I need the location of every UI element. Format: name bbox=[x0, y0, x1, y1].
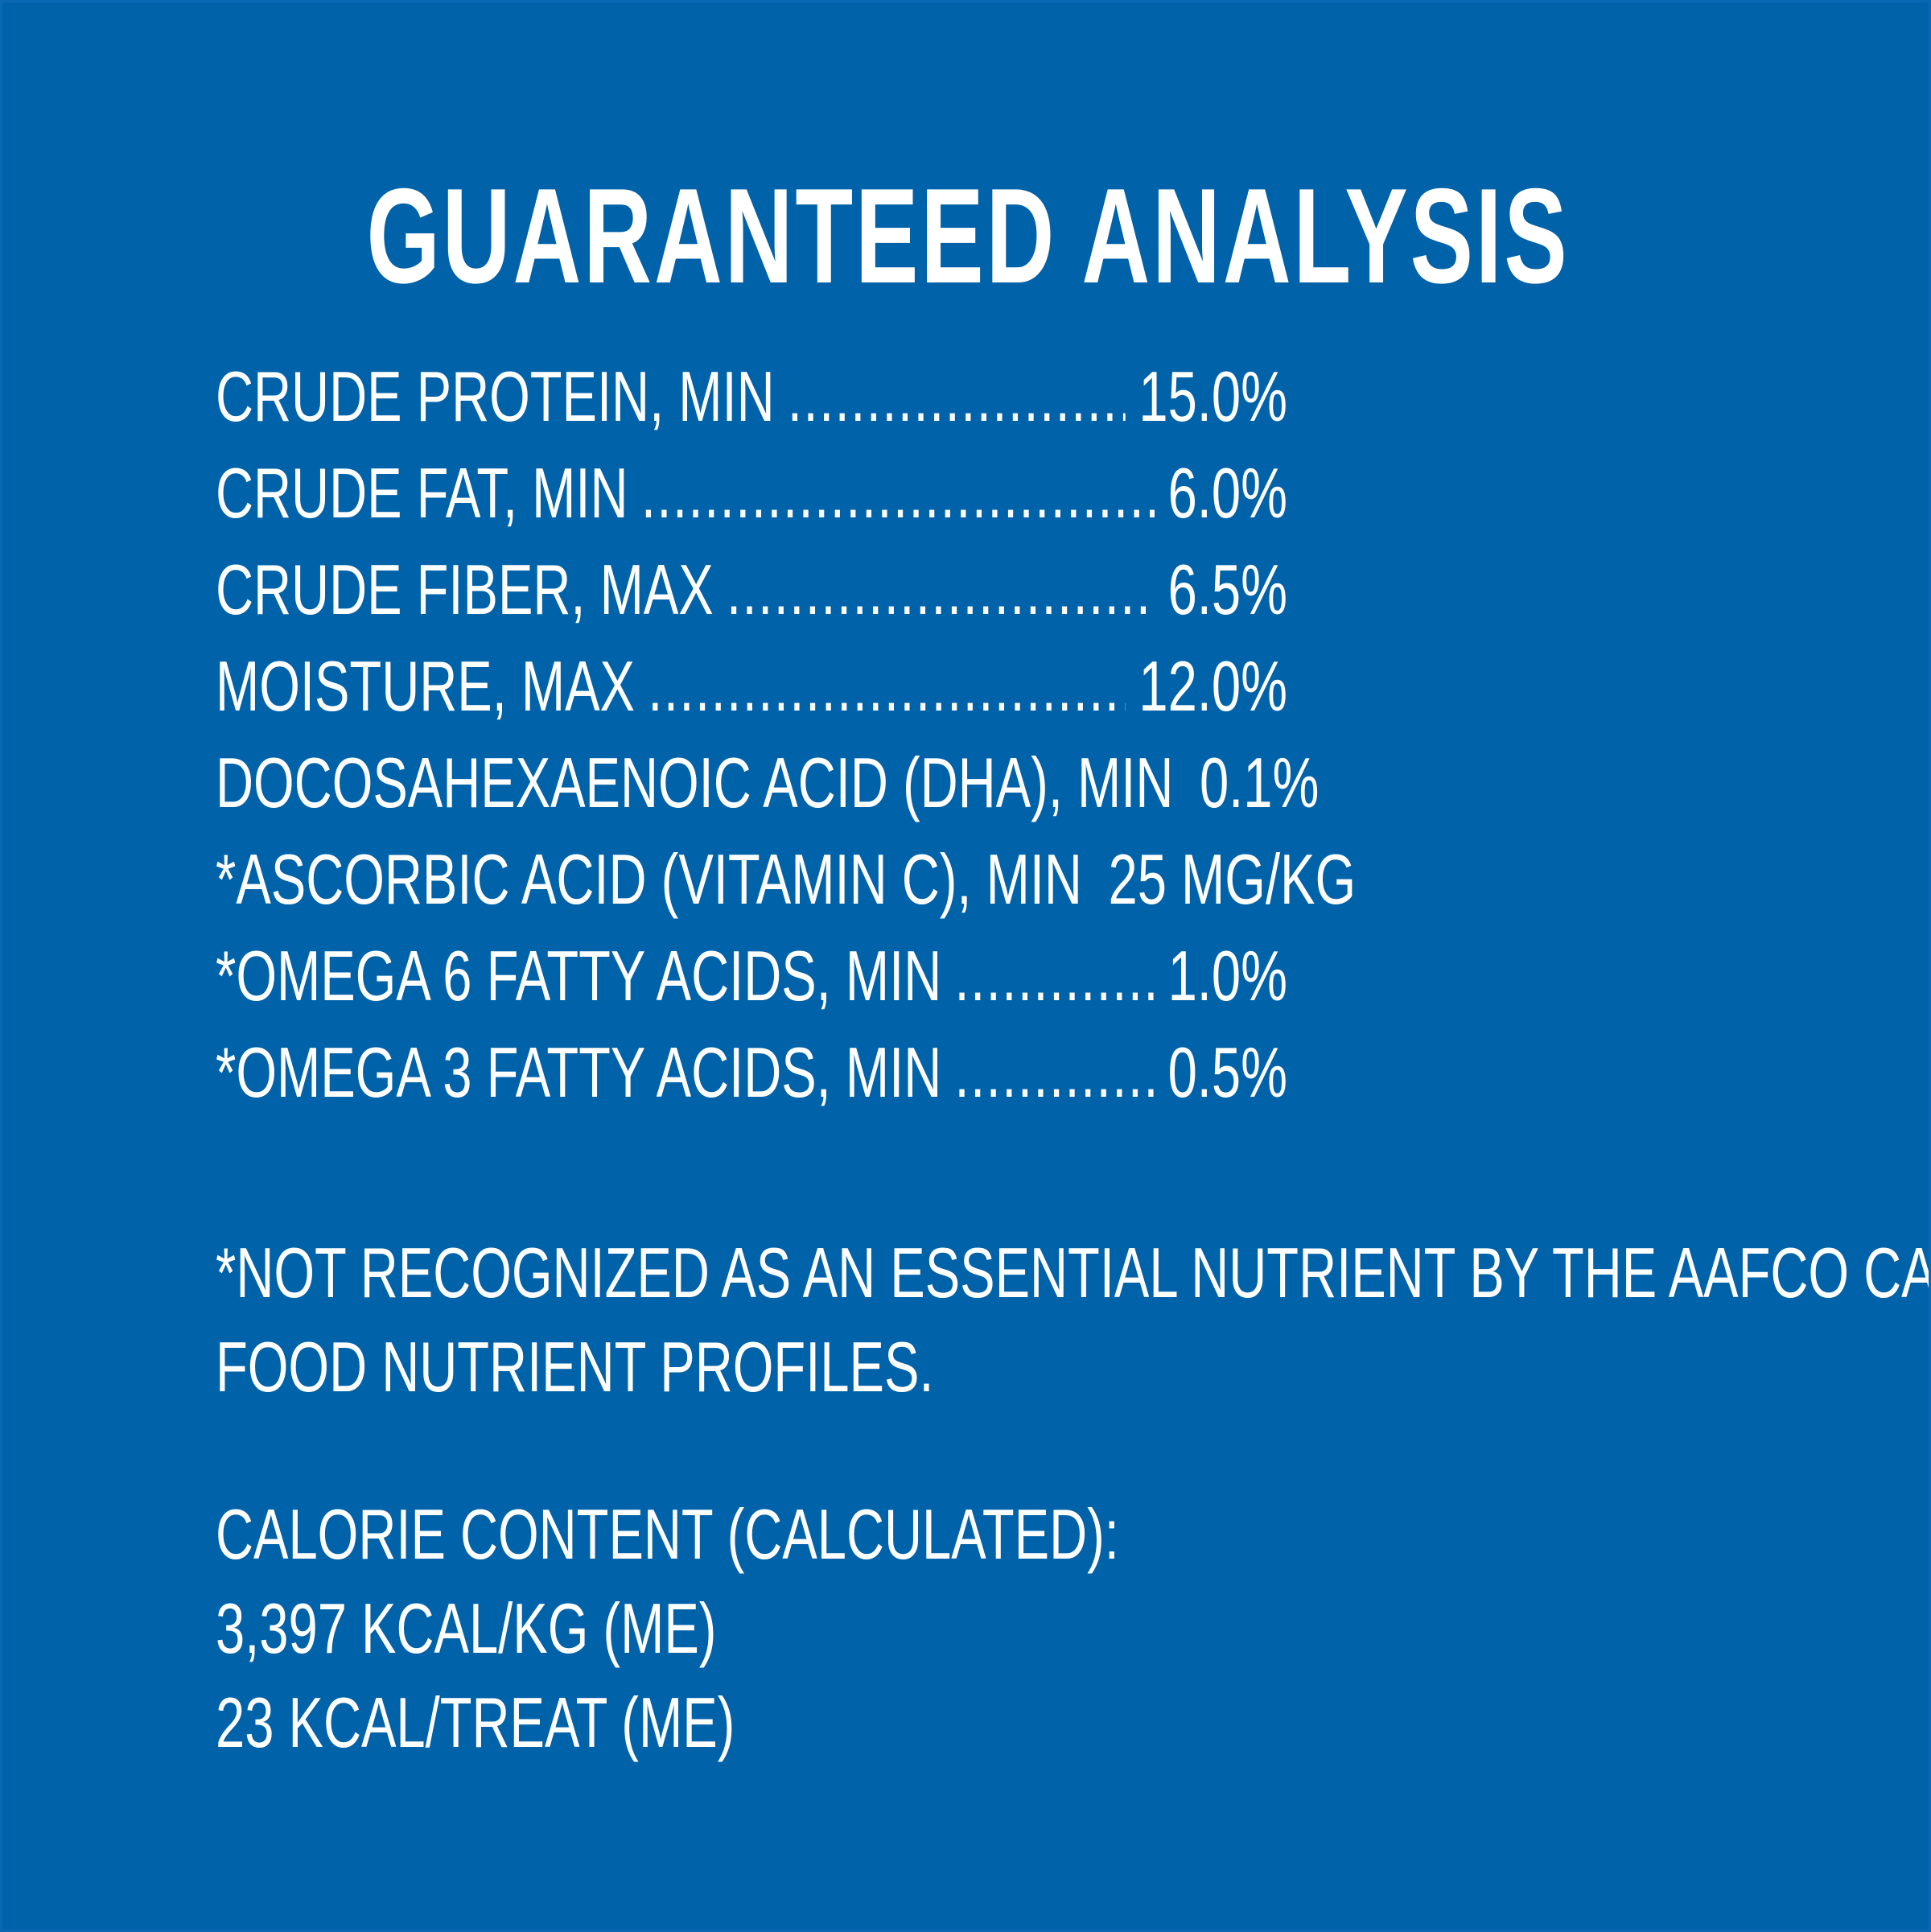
nutrient-label: CRUDE PROTEIN, MIN bbox=[216, 356, 775, 436]
calorie-per-kg: 3,397 KCAL/KG (ME) bbox=[216, 1588, 717, 1668]
nutrient-label: MOISTURE, MAX bbox=[216, 646, 635, 726]
analysis-row-crude-protein: CRUDE PROTEIN, MIN 15.0% bbox=[216, 348, 1287, 445]
nutrient-label: *OMEGA 3 FATTY ACIDS, MIN bbox=[216, 1032, 942, 1112]
analysis-row-ascorbic-acid: *ASCORBIC ACID (VITAMIN C), MIN 25 MG/KG bbox=[216, 831, 1356, 928]
analysis-row-crude-fiber: CRUDE FIBER, MAX 6.5% bbox=[216, 542, 1287, 638]
nutrient-label: *ASCORBIC ACID (VITAMIN C), MIN bbox=[216, 839, 1082, 919]
nutrient-value: 6.0% bbox=[1167, 453, 1287, 533]
nutrient-label: *OMEGA 6 FATTY ACIDS, MIN bbox=[216, 936, 942, 1015]
nutrient-value: 12.0% bbox=[1138, 646, 1287, 726]
analysis-row-omega-3: *OMEGA 3 FATTY ACIDS, MIN 0.5% bbox=[216, 1024, 1287, 1121]
analysis-table: CRUDE PROTEIN, MIN 15.0% CRUDE FAT, MIN … bbox=[216, 348, 1356, 1121]
page-title: GUARANTEED ANALYSIS bbox=[366, 160, 1570, 311]
dot-leader bbox=[648, 638, 1126, 735]
nutrient-value: 1.0% bbox=[1167, 936, 1287, 1015]
nutrient-label: DOCOSAHEXAENOIC ACID (DHA), MIN bbox=[216, 743, 1174, 822]
analysis-row-dha: DOCOSAHEXAENOIC ACID (DHA), MIN 0.1% bbox=[216, 735, 1319, 831]
analysis-row-moisture: MOISTURE, MAX 12.0% bbox=[216, 638, 1287, 735]
calorie-heading: CALORIE CONTENT (CALCULATED): bbox=[216, 1494, 1119, 1574]
calorie-per-treat: 23 KCAL/TREAT (ME) bbox=[216, 1683, 735, 1762]
footnote-line: *NOT RECOGNIZED AS AN ESSENTIAL NUTRIENT… bbox=[216, 1233, 1931, 1312]
dot-leader bbox=[955, 928, 1155, 1024]
nutrient-label: CRUDE FAT, MIN bbox=[216, 453, 628, 533]
nutrient-value: 6.5% bbox=[1167, 550, 1287, 629]
nutrient-value: 0.1% bbox=[1199, 743, 1320, 822]
dot-leader bbox=[955, 1024, 1155, 1121]
footnote-line: FOOD NUTRIENT PROFILES. bbox=[216, 1327, 934, 1407]
aafco-footnote: *NOT RECOGNIZED AS AN ESSENTIAL NUTRIENT… bbox=[216, 1226, 1931, 1414]
nutrient-label: CRUDE FIBER, MAX bbox=[216, 550, 714, 629]
dot-leader bbox=[727, 542, 1155, 638]
nutrient-value: 0.5% bbox=[1167, 1032, 1287, 1112]
analysis-row-omega-6: *OMEGA 6 FATTY ACIDS, MIN 1.0% bbox=[216, 928, 1287, 1024]
dot-leader bbox=[641, 445, 1155, 542]
calorie-content: CALORIE CONTENT (CALCULATED): 3,397 KCAL… bbox=[216, 1487, 1811, 1769]
dot-leader bbox=[788, 348, 1126, 445]
nutrient-value: 25 MG/KG bbox=[1108, 839, 1357, 919]
nutrient-value: 15.0% bbox=[1138, 356, 1287, 436]
analysis-row-crude-fat: CRUDE FAT, MIN 6.0% bbox=[216, 445, 1287, 542]
